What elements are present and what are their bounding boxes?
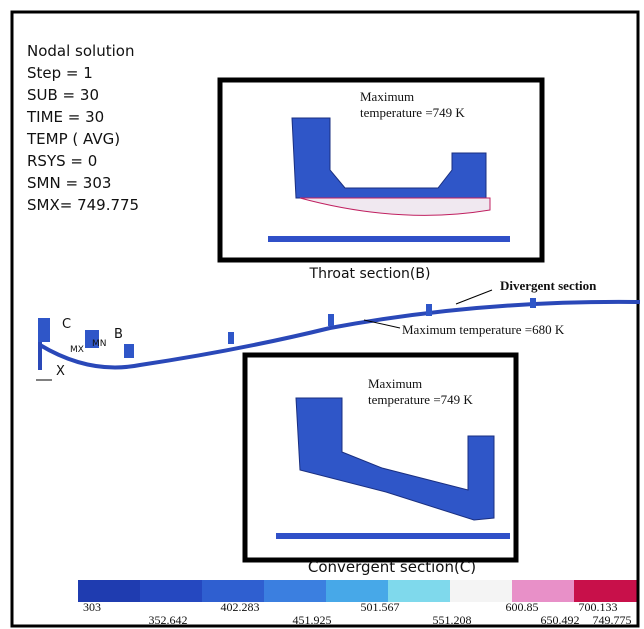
info-block: Nodal solution Step = 1 SUB = 30 TIME = … <box>26 42 139 214</box>
colorbar-label: 749.775 <box>593 613 632 627</box>
model-label: X <box>56 364 65 379</box>
throat-note: Maximum <box>360 89 414 104</box>
convergent-colorbar <box>276 533 510 539</box>
info-line: TEMP ( AVG) <box>26 130 120 148</box>
colorbar-segment <box>264 580 327 602</box>
divergent-label: Divergent section <box>500 278 597 293</box>
info-line: TIME = 30 <box>26 108 104 126</box>
info-line: SMN = 303 <box>27 174 111 192</box>
info-line: SMX= 749.775 <box>27 196 139 214</box>
colorbar-segment <box>574 580 637 602</box>
convergent-model <box>295 397 495 521</box>
colorbar <box>78 580 637 602</box>
colorbar-label: 501.567 <box>361 600 400 614</box>
colorbar-segment <box>512 580 575 602</box>
arrow <box>455 289 493 305</box>
throat-caption: Throat section(B) <box>309 266 431 282</box>
colorbar-label: 551.208 <box>433 613 472 627</box>
colorbar-label: 451.925 <box>293 613 332 627</box>
throat-note: temperature =749 K <box>360 105 465 120</box>
model-label: MN <box>92 339 107 349</box>
throat-hot-zone <box>299 197 491 216</box>
throat-colorbar <box>268 236 510 242</box>
divergent-note: Maximum temperature =680 K <box>402 322 565 337</box>
arrow <box>363 319 401 329</box>
convergent-note: temperature =749 K <box>368 392 473 407</box>
info-line: Nodal solution <box>27 42 134 60</box>
colorbar-label: 303 <box>83 600 101 614</box>
convergent-caption: Convergent section(C) <box>308 558 476 576</box>
colorbar-segment <box>326 580 389 602</box>
model-label: MX <box>70 345 84 355</box>
colorbar-labels: 303 352.642 402.283 451.925 501.567 551.208 60… <box>83 600 632 627</box>
info-line: SUB = 30 <box>27 86 99 104</box>
colorbar-label: 352.642 <box>149 613 188 627</box>
nozzle-fins <box>38 298 536 358</box>
frame <box>10 10 640 628</box>
model-label: C <box>62 317 71 332</box>
colorbar-segment <box>140 580 203 602</box>
colorbar-segment <box>78 580 141 602</box>
throat-inset <box>217 77 545 263</box>
model-label: B <box>114 327 123 342</box>
colorbar-label: 700.133 <box>579 600 618 614</box>
colorbar-segment <box>388 580 451 602</box>
colorbar-segment <box>202 580 265 602</box>
info-line: RSYS = 0 <box>27 152 97 170</box>
info-line: Step = 1 <box>27 64 93 82</box>
colorbar-segment <box>450 580 513 602</box>
colorbar-label: 600.85 <box>506 600 539 614</box>
colorbar-label: 402.283 <box>221 600 260 614</box>
colorbar-label: 650.492 <box>541 613 580 627</box>
convergent-note: Maximum <box>368 376 422 391</box>
